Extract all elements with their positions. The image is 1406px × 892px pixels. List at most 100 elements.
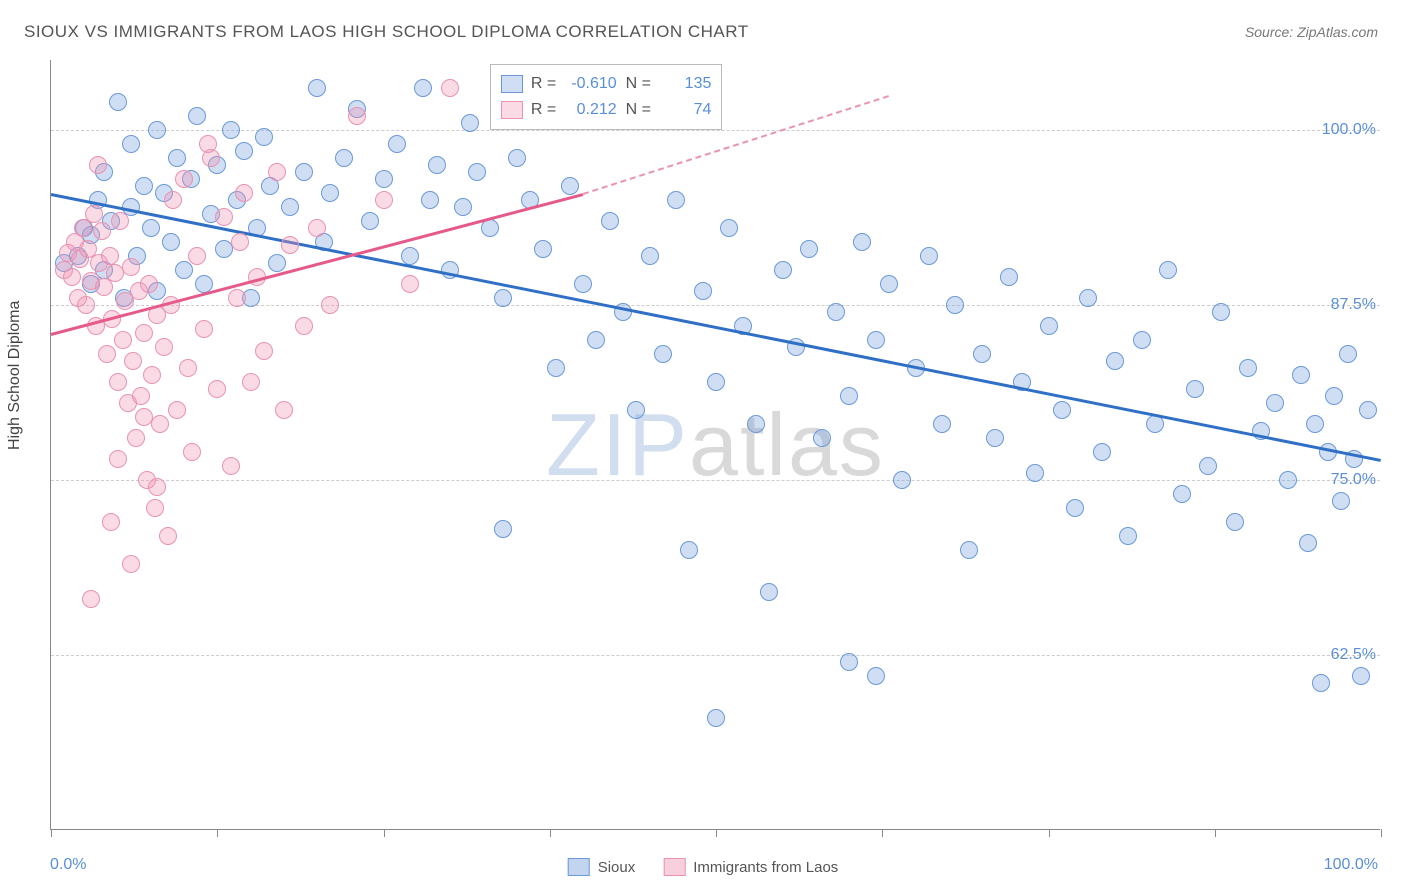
data-point xyxy=(1332,492,1350,510)
data-point xyxy=(93,222,111,240)
data-point xyxy=(188,247,206,265)
data-point xyxy=(986,429,1004,447)
legend-swatch xyxy=(663,858,685,876)
data-point xyxy=(401,247,419,265)
legend-stat-text: R = 0.212 N = 74 xyxy=(531,101,711,119)
data-point xyxy=(1239,359,1257,377)
data-point xyxy=(680,541,698,559)
data-point xyxy=(132,387,150,405)
data-point xyxy=(1292,366,1310,384)
data-point xyxy=(135,324,153,342)
data-point xyxy=(122,258,140,276)
gridline xyxy=(51,130,1380,131)
data-point xyxy=(164,191,182,209)
data-point xyxy=(933,415,951,433)
data-point xyxy=(654,345,672,363)
data-point xyxy=(414,79,432,97)
data-point xyxy=(146,499,164,517)
data-point xyxy=(1173,485,1191,503)
data-point xyxy=(155,338,173,356)
bottom-legend-label: Immigrants from Laos xyxy=(693,859,838,876)
data-point xyxy=(1119,527,1137,545)
data-point xyxy=(508,149,526,167)
data-point xyxy=(275,401,293,419)
data-point xyxy=(188,107,206,125)
y-tick-label: 75.0% xyxy=(1331,471,1376,489)
legend-swatch xyxy=(568,858,590,876)
data-point xyxy=(1299,534,1317,552)
data-point xyxy=(195,320,213,338)
data-point xyxy=(707,373,725,391)
data-point xyxy=(122,135,140,153)
y-axis-label: High School Diploma xyxy=(6,301,24,450)
data-point xyxy=(1159,261,1177,279)
data-point xyxy=(295,317,313,335)
x-tick xyxy=(1381,829,1382,837)
legend-stat-text: R = -0.610 N = 135 xyxy=(531,75,711,93)
data-point xyxy=(401,275,419,293)
data-point xyxy=(281,236,299,254)
data-point xyxy=(63,268,81,286)
data-point xyxy=(1079,289,1097,307)
data-point xyxy=(361,212,379,230)
legend-stats-box: R = -0.610 N = 135 R = 0.212 N = 74 xyxy=(490,64,722,130)
data-point xyxy=(587,331,605,349)
data-point xyxy=(231,233,249,251)
data-point xyxy=(1352,667,1370,685)
data-point xyxy=(111,212,129,230)
data-point xyxy=(222,121,240,139)
data-point xyxy=(547,359,565,377)
legend-stats-row: R = -0.610 N = 135 xyxy=(501,71,711,97)
data-point xyxy=(893,471,911,489)
data-point xyxy=(135,408,153,426)
data-point xyxy=(89,156,107,174)
data-point xyxy=(159,527,177,545)
data-point xyxy=(135,177,153,195)
bottom-legend: Sioux Immigrants from Laos xyxy=(568,858,839,876)
chart-title: SIOUX VS IMMIGRANTS FROM LAOS HIGH SCHOO… xyxy=(24,22,749,42)
legend-stats-row: R = 0.212 N = 74 xyxy=(501,97,711,123)
data-point xyxy=(1040,317,1058,335)
data-point xyxy=(641,247,659,265)
data-point xyxy=(853,233,871,251)
data-point xyxy=(175,170,193,188)
data-point xyxy=(1066,499,1084,517)
data-point xyxy=(421,191,439,209)
data-point xyxy=(461,114,479,132)
data-point xyxy=(142,219,160,237)
data-point xyxy=(813,429,831,447)
data-point xyxy=(235,142,253,160)
y-tick-label: 62.5% xyxy=(1331,646,1376,664)
bottom-legend-item: Sioux xyxy=(568,858,636,876)
data-point xyxy=(1312,674,1330,692)
data-point xyxy=(920,247,938,265)
x-axis-min-label: 0.0% xyxy=(50,856,86,874)
data-point xyxy=(179,359,197,377)
data-point xyxy=(694,282,712,300)
data-point xyxy=(1093,443,1111,461)
data-point xyxy=(281,198,299,216)
data-point xyxy=(946,296,964,314)
x-tick xyxy=(1215,829,1216,837)
legend-swatch xyxy=(501,75,523,93)
data-point xyxy=(1279,471,1297,489)
data-point xyxy=(1212,303,1230,321)
data-point xyxy=(1199,457,1217,475)
x-tick xyxy=(1049,829,1050,837)
data-point xyxy=(1339,345,1357,363)
legend-swatch xyxy=(501,101,523,119)
trend-line xyxy=(51,193,1382,462)
data-point xyxy=(1133,331,1151,349)
data-point xyxy=(720,219,738,237)
data-point xyxy=(707,709,725,727)
data-point xyxy=(208,380,226,398)
data-point xyxy=(222,457,240,475)
data-point xyxy=(151,415,169,433)
data-point xyxy=(127,429,145,447)
data-point xyxy=(82,590,100,608)
data-point xyxy=(973,345,991,363)
data-point xyxy=(561,177,579,195)
x-tick xyxy=(716,829,717,837)
data-point xyxy=(840,387,858,405)
data-point xyxy=(175,261,193,279)
